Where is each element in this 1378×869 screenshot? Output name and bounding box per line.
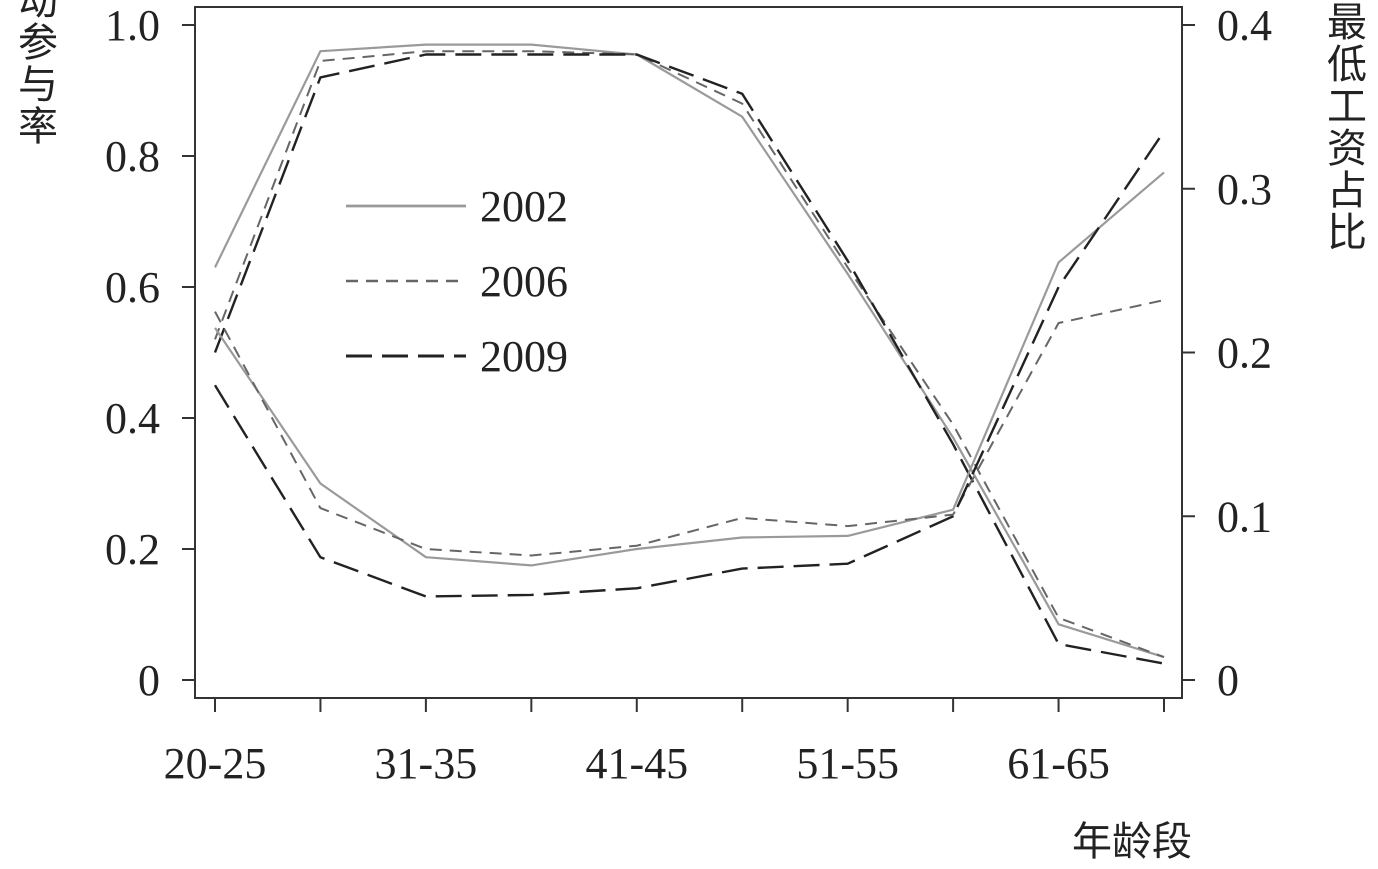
- series-line-2002-left: [214, 43, 1165, 659]
- plot-frame: [194, 6, 1183, 699]
- y-right-tick-label: 0.1: [1217, 492, 1272, 541]
- y-left-tick-label: 1.0: [105, 1, 160, 50]
- y-left-axis-title: 劳动参与率: [11, 0, 57, 147]
- y-left-tick-label: 0.2: [105, 525, 160, 574]
- legend-label-2009: 2009: [480, 332, 568, 381]
- legend-label-2006: 2006: [480, 257, 568, 306]
- y-right-tick-label: 0: [1217, 656, 1239, 705]
- x-axis-title: 年龄段: [1072, 819, 1192, 864]
- series-line-2009-right: [213, 130, 1165, 598]
- x-tick-label: 31-35: [375, 739, 478, 788]
- series-line-2002-right: [214, 171, 1165, 567]
- y-right-tick-label: 0.4: [1217, 1, 1272, 50]
- x-tick-label: 20-25: [164, 739, 267, 788]
- y-right-tick-label: 0.3: [1217, 165, 1272, 214]
- legend-label-2002: 2002: [480, 182, 568, 231]
- series-line-2006-left: [214, 50, 1165, 659]
- series-line-2006-right: [214, 299, 1165, 557]
- y-right-axis-title: 月工资低于最低工资占比: [1320, 0, 1367, 253]
- y-left-tick-label: 0.4: [105, 394, 160, 443]
- x-tick-label: 51-55: [796, 739, 899, 788]
- y-left-tick-label: 0: [138, 656, 160, 705]
- y-left-tick-label: 0.6: [105, 263, 160, 312]
- x-tick-label: 61-65: [1007, 739, 1110, 788]
- x-tick-label: 41-45: [585, 739, 688, 788]
- y-right-tick-label: 0.2: [1217, 329, 1272, 378]
- y-left-tick-label: 0.8: [105, 132, 160, 181]
- series-line-2009-left: [213, 53, 1165, 665]
